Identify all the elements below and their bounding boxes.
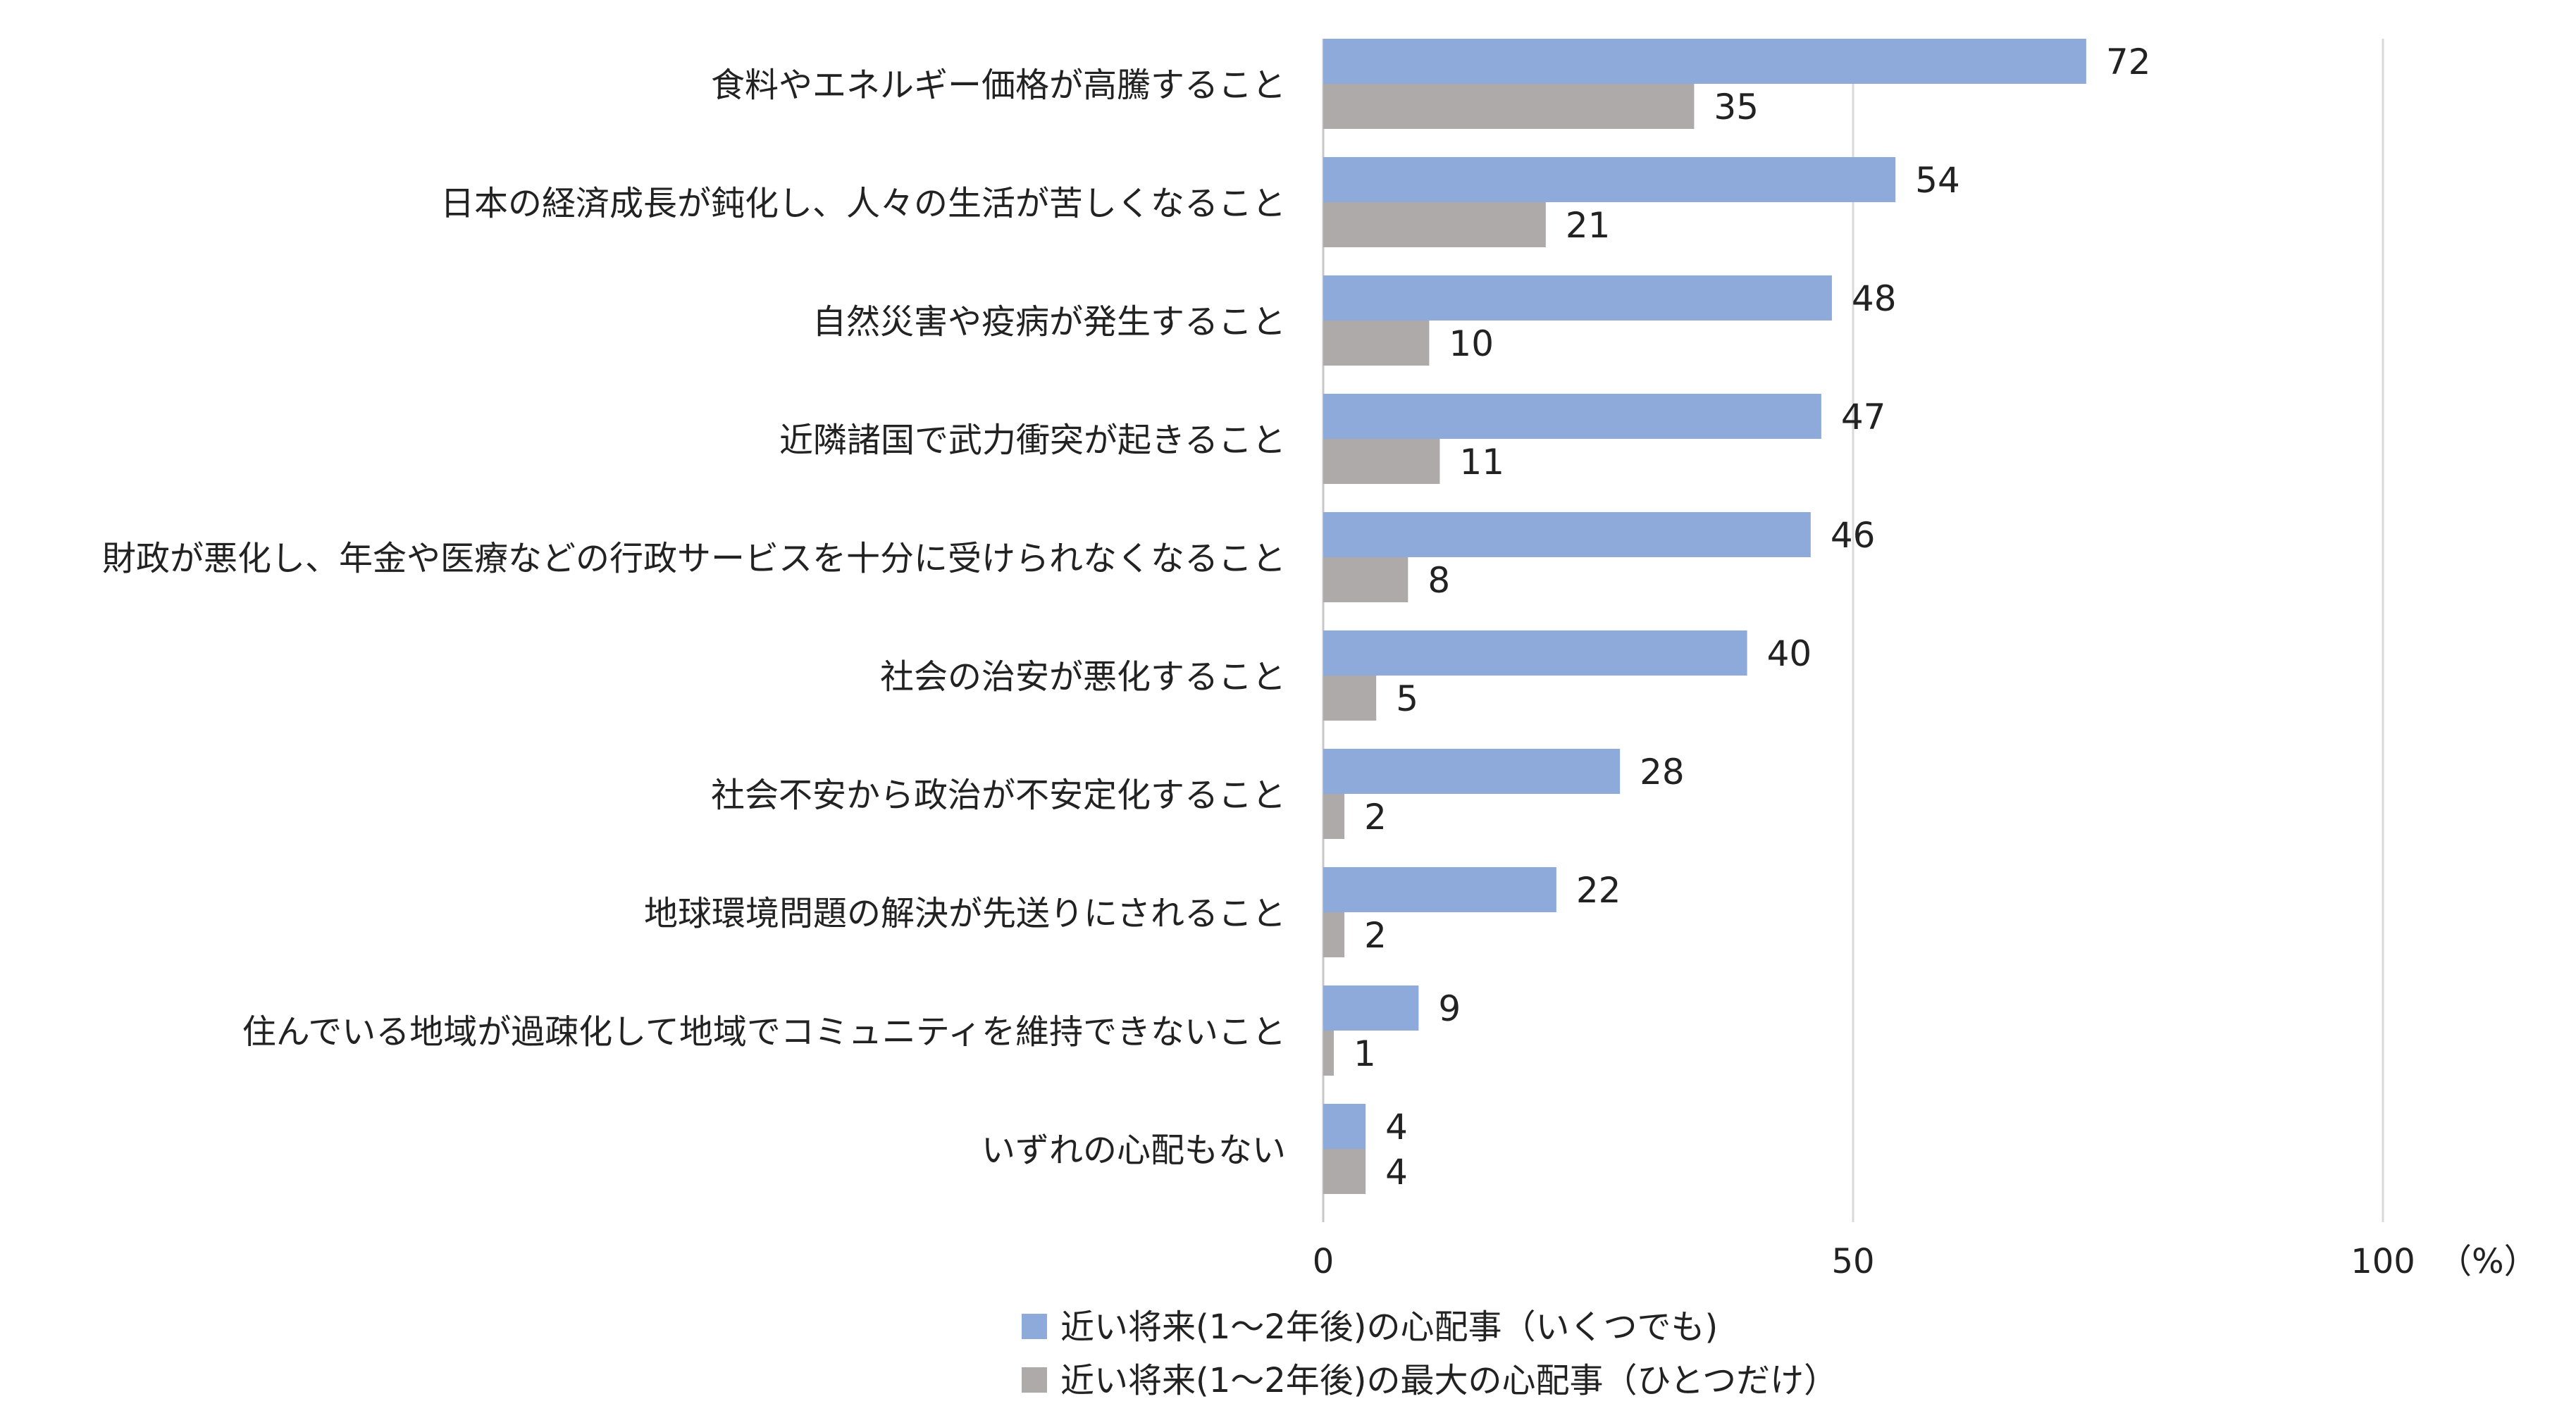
bar-series-2 xyxy=(1323,1149,1366,1194)
data-label-series-2: 2 xyxy=(1364,797,1387,838)
bar-series-2 xyxy=(1323,202,1546,247)
data-label-series-2: 8 xyxy=(1428,560,1450,601)
bar-series-2 xyxy=(1323,676,1377,721)
category-label: いずれの心配もない xyxy=(982,1131,1286,1170)
bar-series-2 xyxy=(1323,321,1430,366)
category-label: 住んでいる地域が過疎化して地域でコミュニティを維持できないこと xyxy=(242,1012,1286,1052)
bar-series-1 xyxy=(1323,157,1896,202)
data-label-series-1: 54 xyxy=(1915,160,1960,201)
data-label-series-1: 40 xyxy=(1767,633,1812,674)
data-label-series-2: 5 xyxy=(1396,678,1418,719)
legend-swatch-2 xyxy=(1022,1367,1047,1393)
bar-series-1 xyxy=(1323,394,1821,439)
bar-series-2 xyxy=(1323,84,1695,129)
data-label-series-2: 35 xyxy=(1714,87,1759,128)
category-label: 社会不安から政治が不安定化すること xyxy=(711,776,1286,815)
data-label-series-1: 48 xyxy=(1852,278,1897,319)
data-label-series-2: 10 xyxy=(1449,323,1494,364)
data-label-series-2: 21 xyxy=(1566,205,1611,246)
category-labels: 食料やエネルギー価格が高騰すること日本の経済成長が鈍化し、人々の生活が苦しくなる… xyxy=(102,66,1286,1170)
bar-series-1 xyxy=(1323,630,1747,676)
x-tick-label: 0 xyxy=(1313,1242,1335,1281)
category-label: 地球環境問題の解決が先送りにされること xyxy=(644,894,1286,933)
data-label-series-1: 9 xyxy=(1438,988,1461,1029)
bar-series-2 xyxy=(1323,439,1440,484)
bars-group xyxy=(1323,39,2086,1194)
data-label-series-1: 72 xyxy=(2106,42,2151,82)
data-label-series-1: 4 xyxy=(1385,1107,1408,1148)
data-label-series-1: 46 xyxy=(1831,515,1876,556)
category-label: 食料やエネルギー価格が高騰すること xyxy=(711,66,1286,105)
bar-series-2 xyxy=(1323,557,1408,602)
bar-series-2 xyxy=(1323,794,1345,839)
data-label-series-2: 4 xyxy=(1385,1152,1408,1193)
category-label: 自然災害や疫病が発生すること xyxy=(812,302,1286,342)
legend-label-2: 近い将来(1～2年後)の最大の心配事（ひとつだけ） xyxy=(1060,1361,1838,1400)
legend: 近い将来(1～2年後)の心配事（いくつでも) 近い将来(1～2年後)の最大の心配事… xyxy=(1022,1307,1838,1400)
data-label-series-1: 47 xyxy=(1841,397,1886,437)
category-label: 日本の経済成長が鈍化し、人々の生活が苦しくなること xyxy=(440,184,1286,223)
bar-series-2 xyxy=(1323,912,1345,957)
data-label-series-2: 11 xyxy=(1459,442,1504,483)
data-label-series-1: 22 xyxy=(1576,870,1621,911)
bar-series-1 xyxy=(1323,512,1811,557)
x-axis-ticks: 0 50 100 xyxy=(1313,1242,2415,1281)
x-tick-label: 50 xyxy=(1831,1242,1874,1281)
bar-series-1 xyxy=(1323,1104,1366,1149)
bar-series-1 xyxy=(1323,749,1621,794)
x-axis-unit-label: （%） xyxy=(2438,1242,2538,1281)
bar-series-1 xyxy=(1323,275,1832,321)
bar-series-2 xyxy=(1323,1031,1335,1076)
category-label: 近隣諸国で武力衝突が起きること xyxy=(779,421,1286,460)
legend-swatch-1 xyxy=(1022,1314,1047,1339)
x-tick-label: 100 xyxy=(2351,1242,2415,1281)
data-label-series-2: 1 xyxy=(1354,1033,1376,1074)
category-label: 財政が悪化し、年金や医療などの行政サービスを十分に受けられなくなること xyxy=(102,539,1286,578)
category-label: 社会の治安が悪化すること xyxy=(880,657,1286,697)
bar-series-1 xyxy=(1323,39,2086,84)
legend-label-1: 近い将来(1～2年後)の心配事（いくつでも) xyxy=(1060,1307,1718,1347)
bar-series-1 xyxy=(1323,867,1556,912)
data-label-series-1: 28 xyxy=(1640,752,1685,792)
bar-series-1 xyxy=(1323,985,1419,1031)
data-label-series-2: 2 xyxy=(1364,915,1387,956)
